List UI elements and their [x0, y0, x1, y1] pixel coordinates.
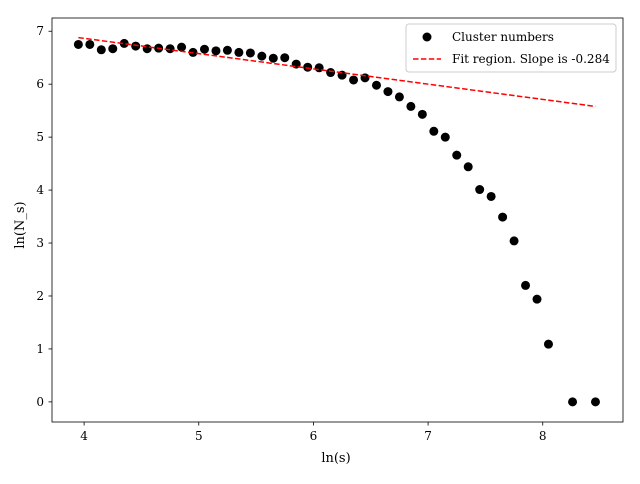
data-point: [165, 44, 175, 54]
y-tick-label: 5: [36, 130, 44, 144]
data-point: [234, 47, 244, 57]
data-point: [73, 39, 83, 49]
data-point: [349, 75, 359, 85]
plot-area: [73, 36, 600, 407]
data-point: [257, 51, 267, 61]
data-point: [85, 39, 95, 49]
data-point: [371, 80, 381, 90]
y-tick-label: 4: [36, 183, 44, 197]
data-point: [590, 397, 600, 407]
fit-line: [78, 36, 596, 108]
data-point: [417, 109, 427, 119]
legend-label-cluster-numbers: Cluster numbers: [452, 30, 554, 44]
x-axis-label: ln(s): [321, 451, 350, 466]
axes-frame: [51, 17, 624, 423]
data-point: [543, 339, 553, 349]
data-point: [406, 101, 416, 111]
y-tick-label: 0: [36, 395, 44, 409]
y-tick-label: 2: [36, 289, 44, 303]
data-point: [326, 68, 336, 78]
data-point: [440, 132, 450, 142]
data-point: [521, 280, 531, 290]
x-tick-label: 6: [310, 429, 318, 443]
data-point: [568, 397, 578, 407]
data-point: [394, 92, 404, 102]
y-axis-label: ln(N_s): [13, 201, 28, 248]
data-point: [222, 45, 232, 55]
data-point: [96, 45, 106, 55]
legend-marker-cluster-numbers: [422, 32, 432, 42]
y-tick-label: 6: [36, 77, 44, 91]
data-point: [131, 41, 141, 51]
data-point: [383, 87, 393, 97]
data-point: [532, 294, 542, 304]
data-point: [119, 38, 129, 48]
x-tick-label: 4: [80, 429, 88, 443]
x-tick-label: 5: [195, 429, 203, 443]
x-tick-label: 8: [539, 429, 547, 443]
y-tick-label: 1: [36, 342, 44, 356]
data-point: [177, 42, 187, 52]
data-point: [509, 236, 519, 246]
data-point: [452, 150, 462, 160]
data-point: [429, 126, 439, 136]
data-point: [498, 212, 508, 222]
legend-label-fit-region: Fit region. Slope is -0.284: [452, 52, 610, 66]
data-point: [245, 48, 255, 58]
data-point: [268, 53, 278, 63]
data-point: [303, 62, 313, 72]
data-point: [142, 44, 152, 54]
data-point: [463, 162, 473, 172]
data-point: [280, 53, 290, 63]
y-tick-label: 3: [36, 236, 44, 250]
data-point: [108, 44, 118, 54]
y-tick-label: 7: [36, 24, 44, 38]
legend-box: [405, 23, 617, 73]
data-point: [475, 185, 485, 195]
data-point: [486, 191, 496, 201]
legend: Cluster numbers Fit region. Slope is -0.…: [405, 23, 617, 73]
axes: 4 5 6 7 8 0 1 2 3 4 5 6 7: [36, 17, 624, 443]
data-point: [211, 46, 221, 56]
data-point: [314, 63, 324, 73]
x-tick-label: 7: [424, 429, 432, 443]
data-point: [199, 44, 209, 54]
